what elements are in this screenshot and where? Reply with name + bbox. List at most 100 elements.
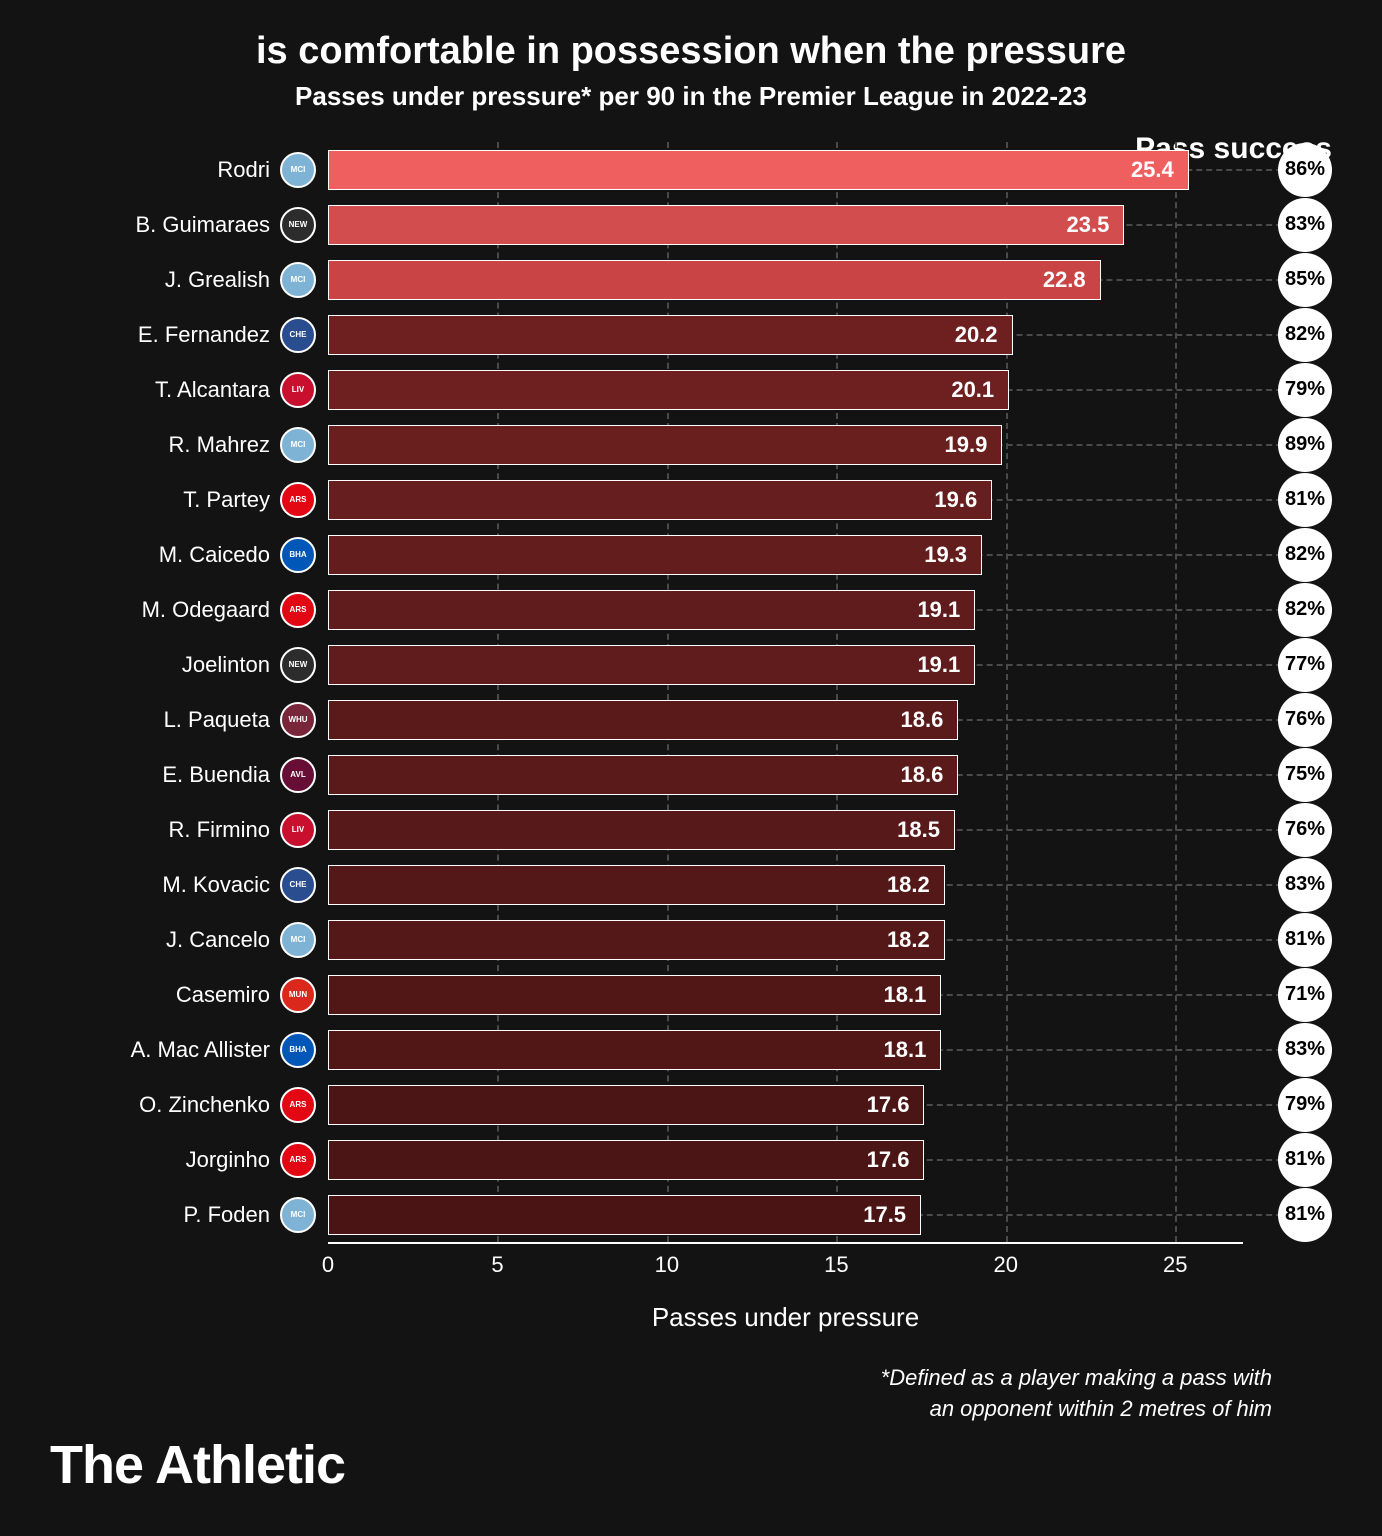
bar-area: 18.6	[328, 692, 1243, 747]
bar: 20.2	[328, 315, 1013, 355]
team-badge-icon: CHE	[280, 317, 316, 353]
bar: 19.3	[328, 535, 982, 575]
bar: 18.2	[328, 920, 945, 960]
bar-area: 18.2	[328, 912, 1243, 967]
bar: 18.1	[328, 1030, 941, 1070]
player-name: M. Caicedo	[90, 542, 280, 568]
team-badge-icon: MCI	[280, 1197, 316, 1233]
player-name: E. Buendia	[90, 762, 280, 788]
player-row: P. FodenMCI 17.5 81%	[90, 1187, 1332, 1242]
bar: 19.1	[328, 645, 975, 685]
player-row: T. ParteyARS19.681%	[90, 472, 1332, 527]
pass-success-badge: 81%	[1278, 1188, 1332, 1242]
bar-area: 19.9	[328, 417, 1243, 472]
pass-success-badge: 75%	[1278, 748, 1332, 802]
player-name: O. Zinchenko	[90, 1092, 280, 1118]
bar: 17.6	[328, 1085, 924, 1125]
bar-area: 17.6	[328, 1132, 1243, 1187]
pass-success-badge: 77%	[1278, 638, 1332, 692]
pass-success-badge: 86%	[1278, 143, 1332, 197]
footnote: *Defined as a player making a pass with …	[50, 1363, 1332, 1425]
player-name: R. Mahrez	[90, 432, 280, 458]
player-name: T. Alcantara	[90, 377, 280, 403]
pass-success-badge: 76%	[1278, 803, 1332, 857]
team-badge-icon: LIV	[280, 812, 316, 848]
player-row: RodriMCI 25.4 86%	[90, 142, 1332, 197]
bar-area: 19.1	[328, 582, 1243, 637]
bar-area: 23.5	[328, 197, 1243, 252]
bar: 19.1	[328, 590, 975, 630]
player-name: M. Odegaard	[90, 597, 280, 623]
x-tick: 10	[655, 1252, 679, 1278]
player-row: JoelintonNEW19.177%	[90, 637, 1332, 692]
team-badge-icon: WHU	[280, 702, 316, 738]
chart-container: Pass success RodriMCI25.486%B. Guimaraes…	[90, 142, 1332, 1333]
chart-title: is comfortable in possession when the pr…	[50, 30, 1332, 73]
bar-area: 19.6	[328, 472, 1243, 527]
player-row: M. CaicedoBHA 19.3 82%	[90, 527, 1332, 582]
x-tick: 5	[491, 1252, 503, 1278]
player-row: B. GuimaraesNEW23.583%	[90, 197, 1332, 252]
player-name: J. Grealish	[90, 267, 280, 293]
bar-area: 18.1	[328, 967, 1243, 1022]
footnote-line-1: *Defined as a player making a pass with	[881, 1365, 1272, 1390]
player-row: M. KovacicCHE 18.2 83%	[90, 857, 1332, 912]
team-badge-icon: MCI	[280, 922, 316, 958]
bar-area: 20.1	[328, 362, 1243, 417]
pass-success-badge: 83%	[1278, 1023, 1332, 1077]
bar: 20.1	[328, 370, 1009, 410]
bar: 25.4	[328, 150, 1189, 190]
bar: 18.6	[328, 755, 958, 795]
player-row: CasemiroMUN18.171%	[90, 967, 1332, 1022]
pass-success-badge: 81%	[1278, 913, 1332, 967]
pass-success-badge: 83%	[1278, 858, 1332, 912]
player-name: M. Kovacic	[90, 872, 280, 898]
player-row: JorginhoARS17.681%	[90, 1132, 1332, 1187]
pass-success-badge: 82%	[1278, 583, 1332, 637]
pass-success-badge: 82%	[1278, 528, 1332, 582]
player-name: P. Foden	[90, 1202, 280, 1228]
bar: 18.2	[328, 865, 945, 905]
bar: 17.5	[328, 1195, 921, 1235]
bar: 18.1	[328, 975, 941, 1015]
player-name: A. Mac Allister	[90, 1037, 280, 1063]
bar-chart: RodriMCI25.486%B. GuimaraesNEW23.583%J. …	[90, 142, 1332, 1242]
team-badge-icon: ARS	[280, 482, 316, 518]
team-badge-icon: CHE	[280, 867, 316, 903]
player-row: T. AlcantaraLIV 20.1 79%	[90, 362, 1332, 417]
bar-area: 25.4	[328, 142, 1243, 197]
bar: 23.5	[328, 205, 1124, 245]
pass-success-badge: 76%	[1278, 693, 1332, 747]
bar-area: 17.6	[328, 1077, 1243, 1132]
player-name: J. Cancelo	[90, 927, 280, 953]
player-row: L. PaquetaWHU 18.6 76%	[90, 692, 1332, 747]
bar-area: 22.8	[328, 252, 1243, 307]
x-axis-label: Passes under pressure	[239, 1302, 1332, 1333]
bar-area: 20.2	[328, 307, 1243, 362]
player-name: T. Partey	[90, 487, 280, 513]
team-badge-icon: BHA	[280, 1032, 316, 1068]
chart-subtitle: Passes under pressure* per 90 in the Pre…	[50, 81, 1332, 112]
team-badge-icon: ARS	[280, 592, 316, 628]
x-tick: 15	[824, 1252, 848, 1278]
bar-area: 18.5	[328, 802, 1243, 857]
player-row: J. GrealishMCI22.885%	[90, 252, 1332, 307]
pass-success-badge: 71%	[1278, 968, 1332, 1022]
bar-area: 19.3	[328, 527, 1243, 582]
bar: 22.8	[328, 260, 1101, 300]
player-name: Rodri	[90, 157, 280, 183]
team-badge-icon: ARS	[280, 1087, 316, 1123]
player-name: L. Paqueta	[90, 707, 280, 733]
team-badge-icon: MCI	[280, 152, 316, 188]
player-name: B. Guimaraes	[90, 212, 280, 238]
team-badge-icon: BHA	[280, 537, 316, 573]
team-badge-icon: NEW	[280, 207, 316, 243]
bar-area: 18.6	[328, 747, 1243, 802]
team-badge-icon: LIV	[280, 372, 316, 408]
x-tick: 25	[1163, 1252, 1187, 1278]
player-row: E. FernandezCHE20.282%	[90, 307, 1332, 362]
player-name: E. Fernandez	[90, 322, 280, 348]
pass-success-badge: 79%	[1278, 363, 1332, 417]
player-name: Casemiro	[90, 982, 280, 1008]
pass-success-badge: 79%	[1278, 1078, 1332, 1132]
